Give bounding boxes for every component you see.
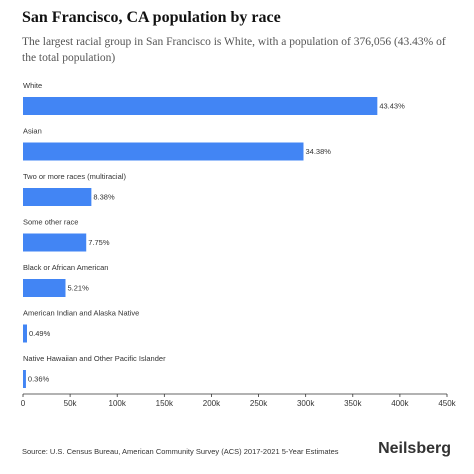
category-label: Native Hawaiian and Other Pacific Island… — [23, 354, 166, 363]
value-label: 43.43% — [379, 101, 405, 110]
value-label: 0.49% — [29, 329, 51, 338]
value-label: 8.38% — [93, 192, 115, 201]
x-tick-label: 50k — [64, 399, 78, 408]
bar — [23, 97, 378, 115]
value-label: 34.38% — [305, 147, 331, 156]
value-label: 7.75% — [88, 238, 110, 247]
x-tick-label: 450k — [438, 399, 456, 408]
bar — [23, 142, 304, 161]
bar — [23, 188, 92, 206]
x-tick-label: 200k — [203, 399, 221, 408]
x-tick-label: 400k — [391, 399, 409, 408]
x-tick-label: 350k — [344, 399, 362, 408]
bar — [23, 370, 26, 388]
category-label: Black or African American — [23, 263, 108, 272]
x-tick-label: 100k — [109, 399, 127, 408]
category-label: Two or more races (multiracial) — [23, 172, 126, 181]
brand: Neilsberg — [378, 440, 451, 457]
x-tick-label: 0 — [21, 399, 26, 408]
bar — [23, 233, 87, 252]
chart-subtitle: The largest racial group in San Francisc… — [22, 36, 446, 64]
x-tick-label: 150k — [156, 399, 174, 408]
bar — [23, 324, 27, 343]
source-note: Source: U.S. Census Bureau, American Com… — [22, 447, 339, 456]
chart-title: San Francisco, CA population by race — [22, 9, 281, 26]
x-tick-label: 300k — [297, 399, 315, 408]
category-label: Asian — [23, 126, 42, 135]
bar — [23, 279, 66, 297]
category-label: Some other race — [23, 217, 78, 226]
category-label: White — [23, 81, 42, 90]
value-label: 5.21% — [68, 283, 90, 292]
value-label: 0.36% — [28, 374, 50, 383]
x-tick-label: 250k — [250, 399, 268, 408]
category-label: American Indian and Alaska Native — [23, 308, 139, 317]
